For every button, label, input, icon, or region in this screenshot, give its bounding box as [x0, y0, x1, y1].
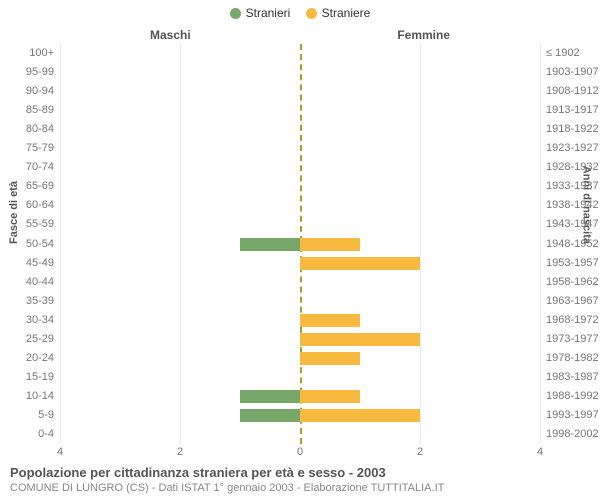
bar-male [240, 390, 300, 403]
chart-footer: Popolazione per cittadinanza straniera p… [10, 465, 590, 494]
age-row: 25-291973-1977 [60, 330, 540, 349]
bar-female [300, 352, 360, 365]
column-title-right: Femmine [397, 28, 450, 42]
age-row: 15-191983-1987 [60, 368, 540, 387]
birth-year-label: 1918-1922 [546, 120, 599, 139]
birth-year-label: 1978-1982 [546, 349, 599, 368]
birth-year-label: 1958-1962 [546, 273, 599, 292]
plot-area: 42024100+≤ 190295-991903-190790-941908-1… [60, 44, 540, 444]
birth-year-label: 1973-1977 [546, 330, 599, 349]
age-row: 0-41998-2002 [60, 425, 540, 444]
gridline [540, 44, 541, 444]
legend-swatch-female [306, 8, 317, 19]
age-row: 80-841918-1922 [60, 120, 540, 139]
legend-label-male: Stranieri [246, 6, 291, 20]
age-row: 35-391963-1967 [60, 292, 540, 311]
age-row: 60-641938-1942 [60, 196, 540, 215]
age-row: 70-741928-1932 [60, 158, 540, 177]
birth-year-label: 1963-1967 [546, 292, 599, 311]
birth-year-label: ≤ 1902 [546, 44, 580, 63]
age-label: 55-59 [26, 215, 54, 234]
birth-year-label: 1993-1997 [546, 406, 599, 425]
age-row: 10-141988-1992 [60, 387, 540, 406]
birth-year-label: 1938-1942 [546, 196, 599, 215]
birth-year-label: 1923-1927 [546, 139, 599, 158]
population-pyramid-chart: Stranieri Straniere Maschi Femmine Fasce… [0, 0, 600, 500]
bar-female [300, 257, 420, 270]
age-row: 95-991903-1907 [60, 63, 540, 82]
age-label: 45-49 [26, 254, 54, 273]
x-tick-label: 4 [537, 446, 543, 458]
age-row: 100+≤ 1902 [60, 44, 540, 63]
age-label: 5-9 [38, 406, 54, 425]
birth-year-label: 1933-1937 [546, 177, 599, 196]
age-label: 40-44 [26, 273, 54, 292]
age-label: 90-94 [26, 82, 54, 101]
age-row: 30-341968-1972 [60, 311, 540, 330]
age-row: 5-91993-1997 [60, 406, 540, 425]
birth-year-label: 1908-1912 [546, 82, 599, 101]
age-label: 85-89 [26, 101, 54, 120]
age-label: 35-39 [26, 292, 54, 311]
birth-year-label: 1968-1972 [546, 311, 599, 330]
age-row: 50-541948-1952 [60, 235, 540, 254]
column-title-left: Maschi [150, 28, 191, 42]
age-label: 60-64 [26, 196, 54, 215]
age-label: 100+ [29, 44, 54, 63]
birth-year-label: 1913-1917 [546, 101, 599, 120]
age-label: 30-34 [26, 311, 54, 330]
legend-item-male: Stranieri [230, 6, 291, 20]
age-row: 75-791923-1927 [60, 139, 540, 158]
birth-year-label: 1953-1957 [546, 254, 599, 273]
chart-title: Popolazione per cittadinanza straniera p… [10, 465, 590, 480]
x-tick-label: 2 [417, 446, 423, 458]
age-label: 10-14 [26, 387, 54, 406]
birth-year-label: 1983-1987 [546, 368, 599, 387]
x-tick-label: 4 [57, 446, 63, 458]
chart-subtitle: COMUNE DI LUNGRO (CS) - Dati ISTAT 1° ge… [10, 482, 590, 494]
x-tick-label: 2 [177, 446, 183, 458]
age-row: 85-891913-1917 [60, 101, 540, 120]
age-row: 65-691933-1937 [60, 177, 540, 196]
age-label: 95-99 [26, 63, 54, 82]
age-label: 25-29 [26, 330, 54, 349]
birth-year-label: 1928-1932 [546, 158, 599, 177]
bar-female [300, 390, 360, 403]
legend-item-female: Straniere [306, 6, 371, 20]
birth-year-label: 1948-1952 [546, 235, 599, 254]
bar-female [300, 409, 420, 422]
bar-female [300, 333, 420, 346]
age-label: 80-84 [26, 120, 54, 139]
legend: Stranieri Straniere [0, 6, 600, 22]
age-label: 75-79 [26, 139, 54, 158]
age-row: 45-491953-1957 [60, 254, 540, 273]
bar-female [300, 314, 360, 327]
legend-swatch-male [230, 8, 241, 19]
bar-male [240, 238, 300, 251]
age-row: 55-591943-1947 [60, 215, 540, 234]
age-row: 40-441958-1962 [60, 273, 540, 292]
birth-year-label: 1998-2002 [546, 425, 599, 444]
age-label: 20-24 [26, 349, 54, 368]
bar-male [240, 409, 300, 422]
age-label: 50-54 [26, 235, 54, 254]
age-label: 65-69 [26, 177, 54, 196]
age-row: 90-941908-1912 [60, 82, 540, 101]
age-label: 0-4 [38, 425, 54, 444]
age-label: 70-74 [26, 158, 54, 177]
age-label: 15-19 [26, 368, 54, 387]
bar-female [300, 238, 360, 251]
legend-label-female: Straniere [322, 6, 371, 20]
x-tick-label: 0 [297, 446, 303, 458]
age-row: 20-241978-1982 [60, 349, 540, 368]
y-axis-title-left: Fasce di età [8, 181, 20, 244]
birth-year-label: 1943-1947 [546, 215, 599, 234]
birth-year-label: 1903-1907 [546, 63, 599, 82]
birth-year-label: 1988-1992 [546, 387, 599, 406]
